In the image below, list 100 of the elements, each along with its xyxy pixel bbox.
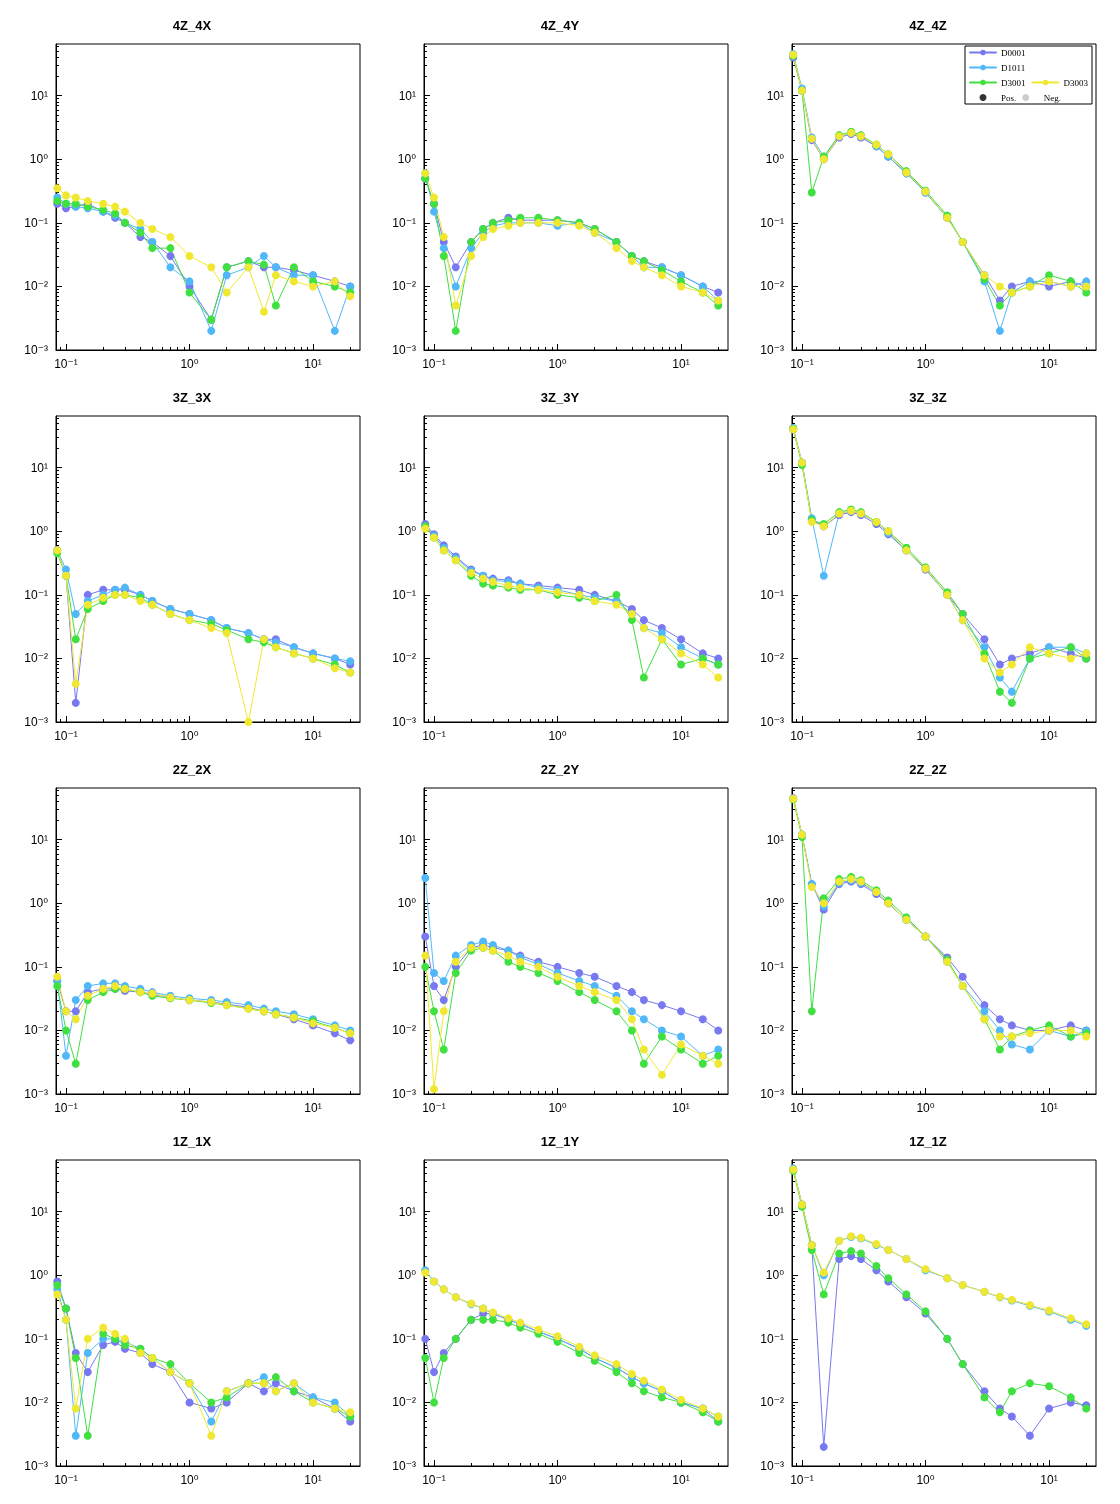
y-tick-label: 10⁻² bbox=[760, 1023, 784, 1038]
legend-label: D3003 bbox=[1063, 77, 1089, 88]
y-tick-label: 10¹ bbox=[398, 1204, 416, 1219]
y-tick-label: 10⁻² bbox=[392, 1023, 416, 1038]
x-tick-label: 10¹ bbox=[304, 357, 322, 371]
y-tick-label: 10⁻³ bbox=[760, 343, 784, 357]
y-tick-label: 10⁰ bbox=[397, 152, 417, 167]
y-tick-label: 10⁻¹ bbox=[392, 215, 416, 230]
legend-label: Neg. bbox=[1043, 92, 1062, 103]
y-tick-label: 10¹ bbox=[30, 88, 48, 103]
legend-label: Pos. bbox=[1001, 92, 1017, 103]
x-tick-label: 10¹ bbox=[672, 357, 690, 371]
y-tick-label: 10⁰ bbox=[765, 524, 785, 539]
y-tick-label: 10⁻³ bbox=[392, 343, 416, 357]
y-tick-label: 10⁰ bbox=[29, 896, 49, 911]
y-tick-label: 10¹ bbox=[30, 832, 48, 847]
y-tick-label: 10⁻³ bbox=[760, 1087, 784, 1101]
chart-title: 1Z_1Y bbox=[540, 1134, 580, 1149]
y-tick-label: 10⁻² bbox=[760, 279, 784, 294]
chart-title: 2Z_2X bbox=[172, 762, 212, 777]
legend-label: D1011 bbox=[1001, 62, 1026, 73]
y-tick-label: 10⁻² bbox=[760, 1395, 784, 1410]
y-tick-label: 10⁰ bbox=[29, 1268, 49, 1283]
x-tick-label: 10¹ bbox=[672, 1473, 690, 1487]
y-tick-label: 10⁻¹ bbox=[24, 1331, 48, 1346]
y-tick-label: 10⁻³ bbox=[24, 715, 48, 729]
y-tick-label: 10⁻³ bbox=[392, 1459, 416, 1473]
y-tick-label: 10¹ bbox=[30, 1204, 48, 1219]
x-tick-label: 10¹ bbox=[672, 1101, 690, 1115]
y-tick-label: 10⁰ bbox=[397, 1268, 417, 1283]
x-tick-label: 10⁻¹ bbox=[790, 357, 814, 371]
y-tick-label: 10⁻¹ bbox=[392, 1331, 416, 1346]
y-tick-label: 10⁻¹ bbox=[760, 215, 784, 230]
x-tick-label: 10⁰ bbox=[548, 1101, 567, 1115]
y-tick-label: 10⁻² bbox=[24, 651, 48, 666]
x-tick-label: 10⁻¹ bbox=[422, 357, 446, 371]
chart-title: 3Z_3Y bbox=[540, 390, 580, 405]
y-tick-label: 10⁰ bbox=[397, 524, 417, 539]
x-tick-label: 10⁻¹ bbox=[422, 1473, 446, 1487]
y-tick-label: 10⁰ bbox=[765, 896, 785, 911]
chart-title: 2Z_2Z bbox=[909, 762, 947, 777]
x-tick-label: 10¹ bbox=[304, 1101, 322, 1115]
y-tick-label: 10⁻³ bbox=[392, 715, 416, 729]
x-tick-label: 10⁰ bbox=[548, 357, 567, 371]
y-tick-label: 10⁻¹ bbox=[24, 959, 48, 974]
y-tick-label: 10⁻¹ bbox=[24, 587, 48, 602]
x-tick-label: 10⁻¹ bbox=[54, 1101, 78, 1115]
x-tick-label: 10⁻¹ bbox=[790, 729, 814, 743]
x-tick-label: 10¹ bbox=[1040, 357, 1058, 371]
x-tick-label: 10⁻¹ bbox=[790, 1101, 814, 1115]
y-tick-label: 10⁻¹ bbox=[760, 587, 784, 602]
y-tick-label: 10¹ bbox=[398, 460, 416, 475]
x-tick-label: 10⁰ bbox=[180, 729, 199, 743]
y-tick-label: 10¹ bbox=[398, 88, 416, 103]
y-tick-label: 10⁻¹ bbox=[392, 959, 416, 974]
y-tick-label: 10⁻² bbox=[24, 1023, 48, 1038]
y-tick-label: 10⁻¹ bbox=[760, 1331, 784, 1346]
y-tick-label: 10⁰ bbox=[765, 152, 785, 167]
y-tick-label: 10⁻² bbox=[392, 1395, 416, 1410]
x-tick-label: 10⁰ bbox=[548, 729, 567, 743]
x-tick-label: 10⁻¹ bbox=[422, 1101, 446, 1115]
x-tick-label: 10⁰ bbox=[916, 1473, 935, 1487]
legend-label: D0001 bbox=[1001, 47, 1026, 58]
y-tick-label: 10¹ bbox=[766, 88, 784, 103]
x-tick-label: 10⁰ bbox=[180, 1101, 199, 1115]
x-tick-label: 10⁰ bbox=[916, 357, 935, 371]
y-tick-label: 10⁰ bbox=[765, 1268, 785, 1283]
x-tick-label: 10⁻¹ bbox=[790, 1473, 814, 1487]
x-tick-label: 10¹ bbox=[1040, 1473, 1058, 1487]
y-tick-label: 10⁰ bbox=[29, 152, 49, 167]
y-tick-label: 10⁻³ bbox=[24, 1087, 48, 1101]
x-tick-label: 10⁰ bbox=[180, 357, 199, 371]
y-tick-label: 10⁻³ bbox=[24, 1459, 48, 1473]
x-tick-label: 10¹ bbox=[1040, 1101, 1058, 1115]
y-tick-label: 10⁻² bbox=[24, 279, 48, 294]
y-tick-label: 10⁻³ bbox=[760, 1459, 784, 1473]
y-tick-label: 10⁻² bbox=[392, 279, 416, 294]
y-tick-label: 10¹ bbox=[398, 832, 416, 847]
x-tick-label: 10¹ bbox=[304, 729, 322, 743]
y-tick-label: 10¹ bbox=[766, 460, 784, 475]
x-tick-label: 10⁻¹ bbox=[422, 729, 446, 743]
y-tick-label: 10⁻³ bbox=[392, 1087, 416, 1101]
chart-title: 1Z_1X bbox=[172, 1134, 212, 1149]
chart-title: 3Z_3Z bbox=[909, 390, 947, 405]
y-tick-label: 10⁻¹ bbox=[24, 215, 48, 230]
chart-title: 1Z_1Z bbox=[909, 1134, 947, 1149]
chart-title: 4Z_4Z bbox=[909, 18, 947, 33]
x-tick-label: 10⁻¹ bbox=[54, 1473, 78, 1487]
y-tick-label: 10⁻³ bbox=[24, 343, 48, 357]
y-tick-label: 10⁻¹ bbox=[392, 587, 416, 602]
y-tick-label: 10⁻¹ bbox=[760, 959, 784, 974]
chart-title: 2Z_2Y bbox=[540, 762, 580, 777]
y-tick-label: 10⁰ bbox=[397, 896, 417, 911]
y-tick-label: 10⁻² bbox=[24, 1395, 48, 1410]
y-tick-label: 10¹ bbox=[766, 1204, 784, 1219]
x-tick-label: 10⁻¹ bbox=[54, 729, 78, 743]
x-tick-label: 10¹ bbox=[304, 1473, 322, 1487]
x-tick-label: 10¹ bbox=[1040, 729, 1058, 743]
y-tick-label: 10¹ bbox=[30, 460, 48, 475]
x-tick-label: 10⁰ bbox=[916, 729, 935, 743]
